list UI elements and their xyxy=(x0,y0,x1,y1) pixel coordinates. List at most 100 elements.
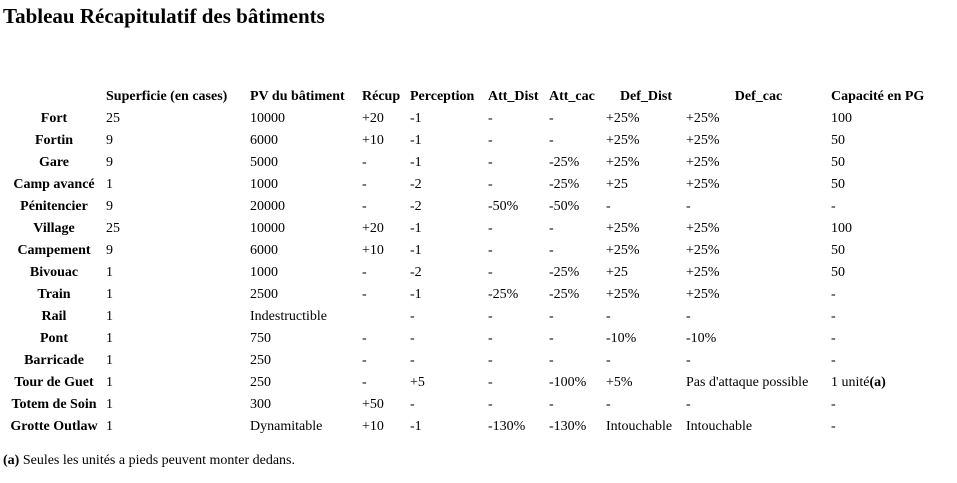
table-row: Bivouac 1 1000 - -2 - -25% +25 +25% 50 xyxy=(2,262,941,284)
cell-def-dist: +25% xyxy=(606,111,640,126)
header-att-dist: Att_Dist xyxy=(488,89,539,104)
cell-att-dist: - xyxy=(488,397,493,412)
row-label: Gare xyxy=(38,155,70,170)
cell-att-cac: -25% xyxy=(549,177,580,192)
table-row: Village 25 10000 +20 -1 - - +25% +25% 100 xyxy=(2,218,941,240)
cell-capacite: 50 xyxy=(831,133,845,148)
cell-superficie: 1 xyxy=(106,353,113,368)
cell-recup: - xyxy=(362,199,367,214)
table-row: Barricade 1 250 - - - - - - - xyxy=(2,350,941,372)
table-row: Campement 9 6000 +10 -1 - - +25% +25% 50 xyxy=(2,240,941,262)
cell-capacite: - xyxy=(831,331,836,346)
cell-att-cac: - xyxy=(549,331,554,346)
cell-superficie: 9 xyxy=(106,155,113,170)
cell-superficie: 1 xyxy=(106,397,113,412)
cell-pv: 10000 xyxy=(250,221,285,236)
cell-recup: +50 xyxy=(362,397,384,412)
cell-capacite: 50 xyxy=(831,243,845,258)
cell-def-cac: +25% xyxy=(686,111,720,126)
header-superficie: Superficie (en cases) xyxy=(106,89,228,104)
cell-def-cac: +25% xyxy=(686,221,720,236)
cell-pv: 250 xyxy=(250,375,271,390)
cell-perception: -2 xyxy=(410,177,422,192)
cell-perception: - xyxy=(410,397,415,412)
cell-recup: - xyxy=(362,353,367,368)
row-label: Totem de Soin xyxy=(11,397,97,412)
row-label: Pont xyxy=(40,331,68,346)
row-label: Pénitencier xyxy=(20,199,88,214)
cell-def-cac: +25% xyxy=(686,155,720,170)
cell-superficie: 1 xyxy=(106,265,113,280)
page-title: Tableau Récapitulatif des bâtiments xyxy=(3,4,325,28)
cell-pv: 300 xyxy=(250,397,271,412)
cell-def-cac: - xyxy=(686,353,691,368)
row-label: Campement xyxy=(17,243,91,258)
cell-recup: - xyxy=(362,155,367,170)
header-capacite: Capacité en PG xyxy=(831,89,925,104)
cell-recup: - xyxy=(362,265,367,280)
cell-perception: -2 xyxy=(410,265,422,280)
cell-def-dist: +25% xyxy=(606,133,640,148)
header-recup: Récup xyxy=(362,89,401,104)
cell-att-dist: - xyxy=(488,177,493,192)
row-label: Fortin xyxy=(34,133,74,148)
cell-att-dist: - xyxy=(488,221,493,236)
table-row: Train 1 2500 - -1 -25% -25% +25% +25% - xyxy=(2,284,941,306)
cell-def-dist: +25% xyxy=(606,243,640,258)
cell-capacite: 100 xyxy=(831,111,852,126)
cell-perception: -1 xyxy=(410,221,422,236)
cell-recup: - xyxy=(362,331,367,346)
cell-pv: Dynamitable xyxy=(250,419,323,434)
cell-capacite: - xyxy=(831,309,836,324)
row-label: Village xyxy=(33,221,75,236)
cell-superficie: 1 xyxy=(106,177,113,192)
cell-att-dist: - xyxy=(488,375,493,390)
row-label: Train xyxy=(37,287,71,302)
cell-def-dist: +25% xyxy=(606,287,640,302)
header-corner xyxy=(2,86,106,108)
cell-capacite: 50 xyxy=(831,265,845,280)
table-row: Totem de Soin 1 300 +50 - - - - - - xyxy=(2,394,941,416)
cell-capacite: - xyxy=(831,287,836,302)
cell-capacite: - xyxy=(831,397,836,412)
footnote: (a) Seules les unités a pieds peuvent mo… xyxy=(3,453,295,469)
cell-def-dist: +25% xyxy=(606,155,640,170)
cell-att-cac: - xyxy=(549,243,554,258)
cell-pv: 1000 xyxy=(250,177,278,192)
cell-capacite: - xyxy=(831,353,836,368)
cell-def-dist: - xyxy=(606,397,611,412)
cell-pv: 10000 xyxy=(250,111,285,126)
cell-superficie: 25 xyxy=(106,221,120,236)
footnote-ref: (a) xyxy=(869,375,886,390)
cell-capacite: 50 xyxy=(831,177,845,192)
table-header-row: Superficie (en cases) PV du bâtiment Réc… xyxy=(2,86,941,108)
cell-superficie: 9 xyxy=(106,243,113,258)
cell-att-cac: -130% xyxy=(549,419,587,434)
cell-perception: +5 xyxy=(410,375,425,390)
table-row: Tour de Guet 1 250 - +5 - -100% +5% Pas d'attaqu… xyxy=(2,372,941,394)
cell-pv: 6000 xyxy=(250,133,278,148)
cell-att-cac: - xyxy=(549,397,554,412)
cell-def-cac: - xyxy=(686,199,691,214)
cell-def-dist: +25 xyxy=(606,265,628,280)
cell-def-cac: Pas d'attaque possible xyxy=(686,375,809,390)
cell-att-cac: -25% xyxy=(549,265,580,280)
cell-pv: 750 xyxy=(250,331,271,346)
cell-def-cac: +25% xyxy=(686,133,720,148)
cell-def-dist: -10% xyxy=(606,331,637,346)
cell-att-cac: -25% xyxy=(549,287,580,302)
cell-superficie: 9 xyxy=(106,133,113,148)
cell-perception: - xyxy=(410,309,415,324)
cell-def-dist: - xyxy=(606,353,611,368)
cell-att-dist: - xyxy=(488,155,493,170)
row-label: Rail xyxy=(41,309,67,324)
header-pv: PV du bâtiment xyxy=(250,89,345,104)
cell-recup: +10 xyxy=(362,419,384,434)
cell-recup: +10 xyxy=(362,243,384,258)
cell-perception: -2 xyxy=(410,199,422,214)
cell-recup: +20 xyxy=(362,111,384,126)
cell-value: 1 unité xyxy=(831,375,870,390)
cell-perception: -1 xyxy=(410,419,422,434)
cell-def-dist: +25 xyxy=(606,177,628,192)
row-label: Camp avancé xyxy=(13,177,95,192)
